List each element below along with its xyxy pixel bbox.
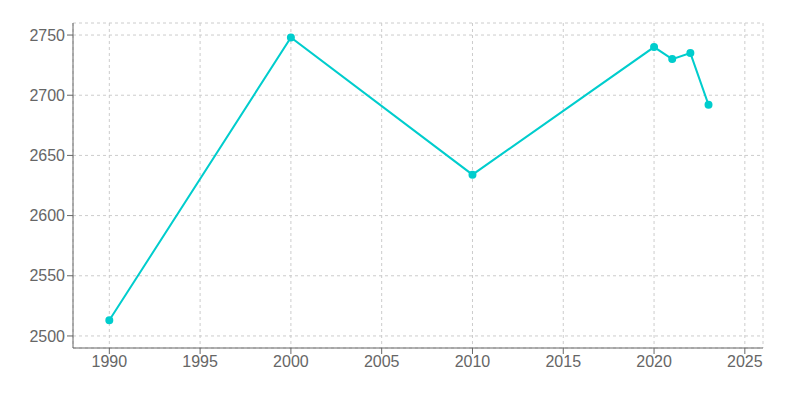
svg-text:1995: 1995 — [182, 353, 218, 370]
svg-text:2005: 2005 — [364, 353, 400, 370]
svg-text:2000: 2000 — [273, 353, 309, 370]
svg-text:2010: 2010 — [455, 353, 491, 370]
svg-text:2015: 2015 — [545, 353, 581, 370]
svg-text:2500: 2500 — [29, 328, 65, 345]
svg-text:2750: 2750 — [29, 27, 65, 44]
svg-text:2025: 2025 — [727, 353, 763, 370]
svg-text:2650: 2650 — [29, 147, 65, 164]
svg-text:2550: 2550 — [29, 267, 65, 284]
svg-text:2020: 2020 — [636, 353, 672, 370]
svg-text:2600: 2600 — [29, 207, 65, 224]
svg-text:1990: 1990 — [92, 353, 128, 370]
svg-text:2700: 2700 — [29, 87, 65, 104]
